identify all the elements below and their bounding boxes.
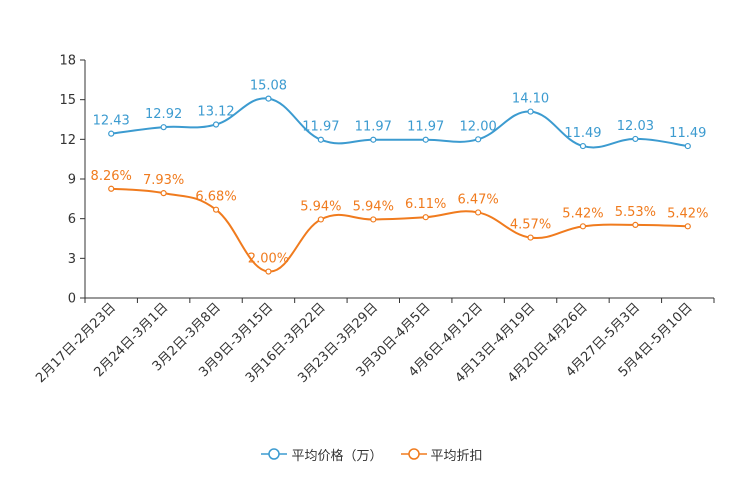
- data-point-avg-discount: [108, 185, 115, 192]
- data-point-avg-discount: [317, 216, 324, 223]
- data-point-avg-price: [212, 121, 220, 128]
- data-label-avg-price: 14.10: [512, 92, 549, 107]
- data-label-avg-discount: 5.94%: [353, 199, 394, 214]
- data-point-avg-discount: [527, 234, 534, 241]
- legend-marker-avg-discount-icon: [400, 448, 427, 460]
- data-point-avg-price: [370, 136, 377, 143]
- data-point-avg-discount: [212, 206, 220, 213]
- data-label-avg-price: 11.97: [355, 120, 392, 135]
- legend-label-avg-discount: 平均折扣: [430, 448, 483, 464]
- data-label-avg-discount: 2.00%: [248, 252, 289, 267]
- data-label-avg-price: 15.08: [250, 79, 287, 94]
- data-point-avg-price: [108, 130, 115, 137]
- data-point-avg-price: [684, 142, 691, 150]
- data-label-avg-discount: 8.26%: [91, 169, 132, 184]
- data-label-avg-price: 12.03: [617, 119, 654, 134]
- data-label-avg-discount: 5.42%: [667, 206, 708, 221]
- legend-label-avg-price: 平均价格（万）: [291, 448, 383, 464]
- legend-marker-avg-price-icon: [261, 448, 288, 460]
- data-point-avg-discount: [475, 209, 482, 216]
- data-label-avg-price: 11.97: [407, 120, 444, 135]
- data-point-avg-price: [317, 136, 324, 143]
- data-label-avg-discount: 5.94%: [300, 199, 341, 214]
- data-label-avg-price: 11.49: [564, 126, 601, 141]
- legend-item-avg-discount[interactable]: 平均折扣: [400, 445, 483, 464]
- data-label-avg-discount: 6.68%: [195, 190, 236, 205]
- data-label-avg-price: 12.00: [460, 119, 497, 134]
- data-point-avg-price: [160, 124, 167, 131]
- data-point-avg-discount: [160, 190, 167, 197]
- data-point-avg-price: [632, 135, 639, 143]
- data-label-avg-discount: 4.57%: [510, 218, 551, 233]
- y-tick-label: 9: [68, 173, 76, 188]
- data-point-avg-price: [475, 136, 482, 143]
- data-label-avg-price: 12.92: [145, 107, 182, 122]
- data-point-avg-discount: [422, 214, 429, 221]
- data-label-avg-discount: 5.42%: [562, 206, 603, 221]
- data-point-avg-price: [422, 136, 429, 143]
- data-label-avg-price: 11.97: [302, 120, 339, 135]
- data-label-avg-discount: 6.11%: [405, 197, 446, 212]
- legend-item-avg-price[interactable]: 平均价格（万）: [261, 445, 383, 464]
- data-label-avg-discount: 7.93%: [143, 173, 184, 188]
- data-label-avg-discount: 6.47%: [457, 192, 498, 207]
- data-label-avg-price: 13.12: [197, 105, 234, 120]
- data-point-avg-discount: [684, 223, 691, 230]
- data-label-avg-price: 11.49: [669, 126, 706, 141]
- y-tick-label: 6: [68, 212, 76, 227]
- y-tick-label: 3: [68, 252, 76, 267]
- y-tick-label: 0: [68, 292, 76, 307]
- data-point-avg-discount: [579, 223, 587, 230]
- y-tick-label: 15: [59, 93, 76, 108]
- data-point-avg-price: [527, 108, 534, 115]
- data-label-avg-discount: 5.53%: [615, 205, 656, 220]
- data-label-avg-price: 12.43: [93, 114, 130, 129]
- data-point-avg-price: [579, 142, 587, 150]
- data-point-avg-discount: [265, 268, 272, 275]
- y-tick-label: 18: [59, 54, 76, 69]
- data-point-avg-price: [265, 95, 272, 102]
- data-point-avg-discount: [632, 221, 639, 228]
- legend: 平均价格（万） 平均折扣: [0, 443, 744, 465]
- series-layer: 12.43 12.92 13.12 15.08 11.97 11.97 11.97 12.00…: [91, 79, 708, 275]
- y-tick-label: 12: [59, 133, 76, 148]
- data-point-avg-discount: [370, 216, 377, 223]
